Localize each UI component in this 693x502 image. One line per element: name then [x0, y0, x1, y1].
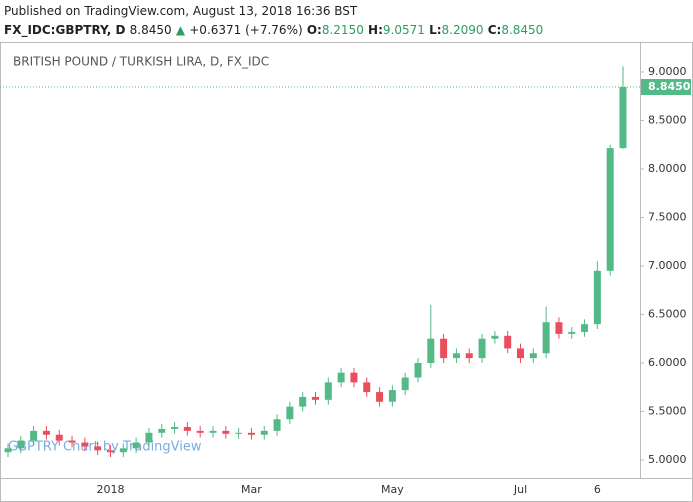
candle-body	[452, 353, 460, 359]
candle-body	[312, 396, 319, 400]
y-tick-label: 8.0000	[648, 162, 687, 175]
x-tick-label: 2018	[97, 483, 125, 496]
candle-body	[529, 353, 537, 359]
candle-body	[30, 430, 38, 441]
candle-body	[171, 426, 179, 429]
candle-body	[555, 322, 563, 334]
candle-body	[235, 432, 243, 434]
header: Published on TradingView.com, August 13,…	[4, 2, 543, 40]
x-tick-label: Mar	[241, 483, 262, 496]
low-value: 8.2090	[441, 23, 484, 37]
y-tick-label: 6.5000	[648, 307, 687, 320]
candle-body	[94, 446, 102, 451]
y-tick-label: 5.5000	[648, 404, 687, 417]
candle-body	[107, 450, 114, 453]
candle-body	[517, 348, 524, 359]
candle-body	[55, 434, 63, 441]
change: +0.6371 (+7.76%)	[189, 23, 303, 37]
y-tick-label: 7.5000	[648, 210, 687, 223]
frame	[0, 42, 693, 502]
candle-body	[209, 430, 217, 433]
candle-body	[119, 448, 127, 453]
candle-body	[4, 448, 12, 453]
price: 8.8450	[129, 23, 172, 37]
candle-body	[504, 335, 512, 349]
candle-body	[363, 382, 371, 393]
quote-line: FX_IDC:GBPTRY, D 8.8450 ▲ +0.6371 (+7.76…	[4, 21, 543, 40]
candle-body	[68, 440, 76, 443]
candle-body	[542, 322, 550, 354]
candle-body	[581, 324, 589, 332]
last-price-box	[641, 79, 691, 96]
up-arrow: ▲	[175, 23, 186, 37]
y-tick-label: 6.0000	[648, 356, 687, 369]
symbol: FX_IDC:GBPTRY, D	[4, 23, 126, 37]
candle-body	[299, 396, 307, 407]
y-tick-label: 7.0000	[648, 259, 687, 272]
low-label: L:	[429, 23, 442, 37]
candle-body	[350, 372, 358, 383]
candle-body	[376, 392, 384, 402]
candle-body	[465, 353, 473, 359]
candle-body	[324, 382, 332, 400]
candle-body	[337, 372, 345, 383]
x-tick-label: 6	[594, 483, 601, 496]
candle-body	[478, 338, 486, 359]
candle-body	[158, 428, 166, 433]
candle-body	[42, 430, 50, 435]
x-tick-label: Jul	[513, 483, 527, 496]
open-label: O:	[306, 23, 322, 37]
candle-body	[286, 406, 294, 420]
candle-body	[17, 440, 25, 449]
candle-body	[183, 426, 191, 431]
y-tick-label: 5.0000	[648, 453, 687, 466]
candle-body	[132, 442, 140, 449]
high-value: 9.0571	[382, 23, 425, 37]
candle-body	[388, 390, 396, 402]
candle-body	[619, 87, 627, 149]
candle-body	[568, 331, 576, 334]
candle-body	[247, 432, 255, 435]
candle-body	[145, 432, 153, 443]
last-price-label: 8.8450	[648, 80, 691, 93]
open-value: 8.2150	[321, 23, 364, 37]
candle-body	[260, 430, 268, 435]
chart-title: BRITISH POUND / TURKISH LIRA, D, FX_IDC	[13, 55, 269, 69]
x-tick-label: May	[381, 483, 404, 496]
candle-body	[222, 430, 230, 434]
close-value: 8.8450	[501, 23, 544, 37]
candle-body	[81, 442, 89, 447]
publish-line: Published on TradingView.com, August 13,…	[4, 4, 358, 18]
candle-body	[491, 335, 499, 339]
candle-body	[593, 270, 601, 325]
close-label: C:	[487, 23, 502, 37]
watermark: GBPTRY Chart by TradingView	[8, 440, 202, 455]
y-tick-label: 8.5000	[648, 113, 687, 126]
candle-body	[606, 148, 614, 271]
candle-body	[440, 338, 448, 359]
candle-body	[196, 430, 204, 433]
candle-body	[273, 419, 281, 431]
candle-body	[401, 377, 409, 391]
candle-body	[427, 338, 435, 363]
y-tick-label: 9.0000	[648, 65, 687, 78]
high-label: H:	[368, 23, 383, 37]
candle-body	[414, 362, 422, 378]
